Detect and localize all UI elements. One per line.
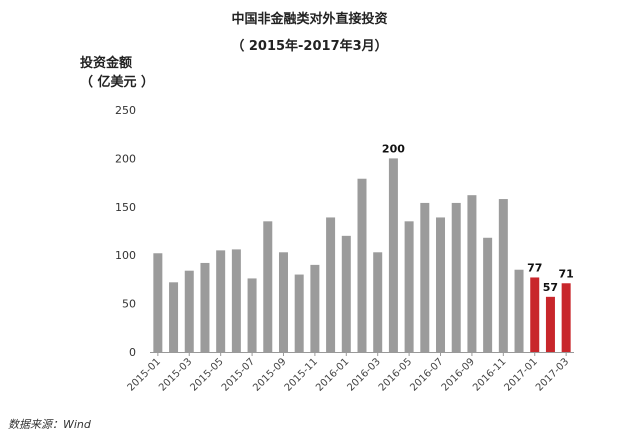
- data-label: 77: [527, 261, 542, 274]
- bar-2015-10: [294, 274, 304, 352]
- bar-2016-03: [373, 252, 383, 352]
- x-tick-label: 2015-05: [188, 356, 225, 393]
- chart-subtitle: （ 2015年-2017年3月）: [231, 39, 388, 54]
- bar-2015-09: [278, 252, 288, 352]
- bar-2015-08: [263, 221, 273, 352]
- bar-2016-11: [498, 199, 508, 352]
- y-tick-label: 100: [115, 249, 136, 262]
- bar-2016-06: [420, 202, 430, 352]
- bar-2016-07: [436, 217, 446, 352]
- bar-2016-10: [483, 237, 493, 352]
- x-tick-label: 2015-09: [251, 356, 288, 393]
- bar-2015-04: [200, 262, 210, 352]
- bar-2016-01: [341, 235, 351, 352]
- bar-2015-07: [247, 278, 257, 352]
- bar-2016-05: [404, 221, 414, 352]
- bar-2015-12: [326, 217, 336, 352]
- bar-2016-08: [451, 202, 461, 352]
- source-note: 数据来源：Wind: [8, 418, 91, 431]
- chart-title: 中国非金融类对外直接投资: [231, 12, 388, 27]
- y-axis-unit: （ 亿美元 ）: [80, 75, 155, 90]
- x-tick-label: 2016-09: [440, 356, 477, 393]
- x-tick-label: 2016-05: [377, 356, 414, 393]
- bar-2015-01: [153, 253, 163, 352]
- bar-2015-03: [184, 270, 194, 352]
- y-tick-label: 150: [115, 201, 136, 214]
- bar-2015-02: [169, 282, 179, 352]
- x-tick-label: 2015-03: [157, 356, 194, 393]
- bar-2015-06: [231, 249, 241, 352]
- bar-2016-12: [514, 269, 524, 352]
- bar-2016-02: [357, 178, 367, 352]
- x-tick-label: 2015-01: [126, 356, 163, 393]
- bar-2017-01: [530, 277, 540, 352]
- data-label: 57: [543, 281, 558, 294]
- x-tick-label: 2017-03: [534, 356, 571, 393]
- x-tick-label: 2015-11: [283, 356, 320, 393]
- bar-2015-05: [216, 250, 226, 352]
- bar-2016-04: [388, 158, 398, 352]
- y-tick-label: 0: [129, 346, 136, 359]
- data-label: 200: [382, 142, 405, 155]
- x-tick-label: 2016-03: [345, 356, 382, 393]
- x-tick-label: 2016-11: [471, 356, 508, 393]
- bar-2017-02: [545, 296, 555, 352]
- x-tick-label: 2016-07: [408, 356, 445, 393]
- bar-2017-03: [561, 283, 571, 352]
- bar-2016-09: [467, 195, 477, 352]
- y-axis-label: 投资金额: [80, 56, 133, 71]
- x-tick-label: 2017-01: [503, 356, 540, 393]
- x-tick-label: 2016-01: [314, 356, 351, 393]
- data-label: 71: [558, 267, 573, 280]
- bar-2015-11: [310, 264, 320, 352]
- y-tick-label: 250: [115, 104, 136, 117]
- y-tick-label: 50: [122, 298, 136, 311]
- x-tick-label: 2015-07: [220, 356, 257, 393]
- y-tick-label: 200: [115, 152, 136, 165]
